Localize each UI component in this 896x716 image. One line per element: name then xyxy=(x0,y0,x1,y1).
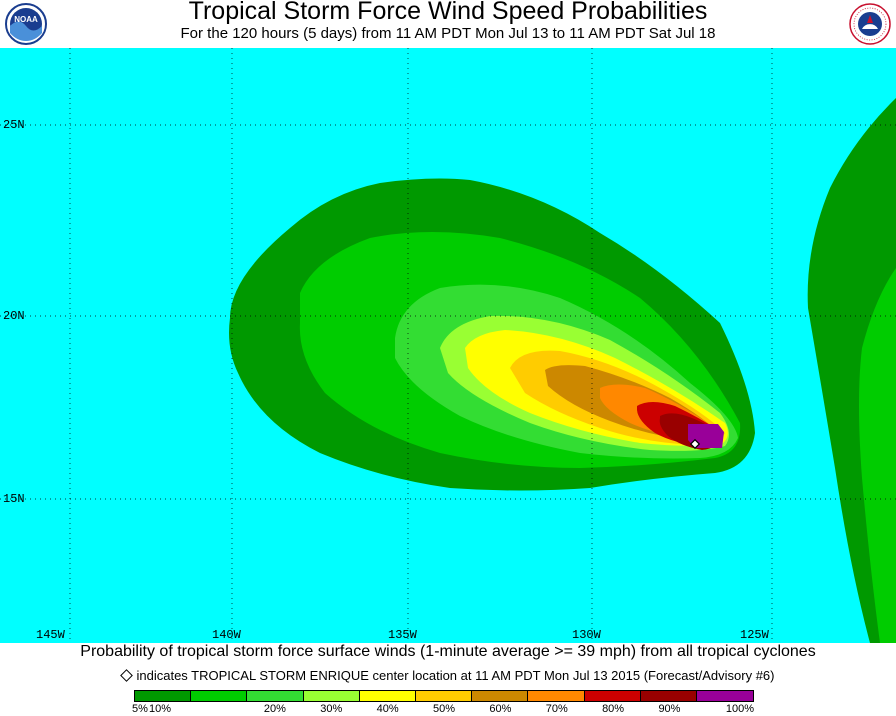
lon-label-130w: 130W xyxy=(572,628,601,642)
colorbar-segment xyxy=(191,691,248,701)
storm-center-diamond-icon xyxy=(689,438,701,450)
lon-label-125w: 125W xyxy=(740,628,769,642)
colorbar-tick-label: 100% xyxy=(725,703,755,715)
colorbar-segment xyxy=(584,691,641,701)
lon-label-140w: 140W xyxy=(212,628,241,642)
probability-colorbar xyxy=(134,690,754,702)
national-weather-service-logo xyxy=(849,3,891,45)
colorbar-tick-label: 50% xyxy=(432,703,456,715)
noaa-logo: NOAA xyxy=(5,3,47,45)
colorbar-tick-label: 10% xyxy=(148,703,172,715)
colorbar-tick-label: 80% xyxy=(602,703,625,715)
colorbar-tick-label: 90% xyxy=(658,703,681,715)
colorbar-segment xyxy=(472,691,529,701)
page-title: Tropical Storm Force Wind Speed Probabil… xyxy=(188,0,708,25)
colorbar-tick-label: 60% xyxy=(489,703,512,715)
lon-label-135w: 135W xyxy=(388,628,417,642)
colorbar-tick-label: 20% xyxy=(263,703,286,715)
lat-label-20n: 20N xyxy=(3,309,25,323)
colorbar-segment xyxy=(415,691,473,701)
colorbar-tick-label: 5% xyxy=(132,703,148,715)
colorbar-segment xyxy=(303,691,360,701)
lat-label-25n: 25N xyxy=(3,118,25,132)
colorbar-segment xyxy=(359,691,416,701)
probability-map: 25N 20N 15N 145W 140W 135W 130W 125W xyxy=(0,48,896,643)
noaa-logo-text: NOAA xyxy=(14,15,38,24)
colorbar-segment xyxy=(528,691,585,701)
colorbar-tick-label: 30% xyxy=(320,703,343,715)
page-subtitle: For the 120 hours (5 days) from 11 AM PD… xyxy=(180,25,716,42)
colorbar-segment xyxy=(640,691,697,701)
storm-marker-legend: indicates TROPICAL STORM ENRIQUE center … xyxy=(0,668,896,683)
lon-label-145w: 145W xyxy=(36,628,65,642)
diamond-marker-icon xyxy=(119,669,133,682)
map-description: Probability of tropical storm force surf… xyxy=(80,643,816,660)
lat-label-15n: 15N xyxy=(3,492,25,506)
contour-10pct-east xyxy=(859,268,896,643)
colorbar-tick-label: 70% xyxy=(545,703,568,715)
probability-contours xyxy=(0,48,896,643)
header: NOAA Tropical Storm Force Wind Speed Pro… xyxy=(0,0,896,48)
colorbar-segment xyxy=(247,691,304,701)
colorbar-tick-label: 40% xyxy=(376,703,399,715)
lat-lon-grid xyxy=(0,48,896,643)
storm-marker-legend-text: indicates TROPICAL STORM ENRIQUE center … xyxy=(136,668,775,683)
colorbar-segment xyxy=(135,691,192,701)
colorbar-segment xyxy=(696,691,754,701)
